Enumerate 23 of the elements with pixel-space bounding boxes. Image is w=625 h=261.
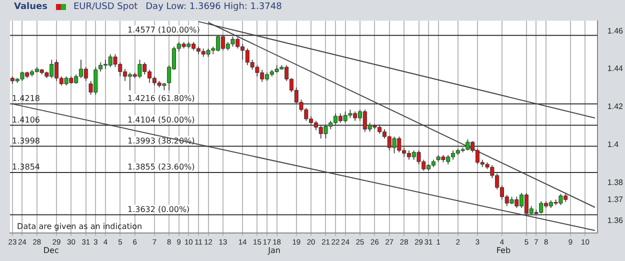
chart-title: Values (14, 2, 48, 12)
text: Dec (43, 246, 59, 256)
y-tick-label: 1.42 (607, 102, 624, 112)
y-tick-label: 1.46 (607, 26, 624, 36)
chart-subtitle: Day Low: 1.3696 High: 1.3748 (146, 2, 282, 12)
annotation: 1.4218 (12, 94, 40, 104)
ref-line-label: 1.4104 (50.00%) (127, 115, 195, 124)
y-tick-label: 1.37 (607, 194, 624, 204)
annotation: 1.3998 (12, 136, 40, 146)
ref-line-label: 1.3632 (0.00%) (127, 204, 190, 214)
y-tick-label: 1.36 (607, 216, 624, 226)
y-tick-label: 1.44 (607, 64, 624, 74)
ref-line-label: 1.3855 (23.60%) (127, 162, 195, 172)
legend-label: EUR/USD Spot (72, 2, 138, 12)
annotation: 1.4106 (12, 115, 40, 124)
annotation: 1.3854 (12, 162, 40, 172)
annotation: Data are given as an indication (17, 222, 142, 232)
y-tick-label: 1.4 (607, 140, 620, 150)
text: Feb (496, 246, 511, 256)
y-tick-label: 1.38 (607, 178, 624, 188)
ref-line-label: 1.4216 (61.80%) (127, 94, 195, 104)
ref-line-label: 1.4577 (100.00%) (127, 25, 200, 34)
text: Jan (267, 246, 281, 256)
